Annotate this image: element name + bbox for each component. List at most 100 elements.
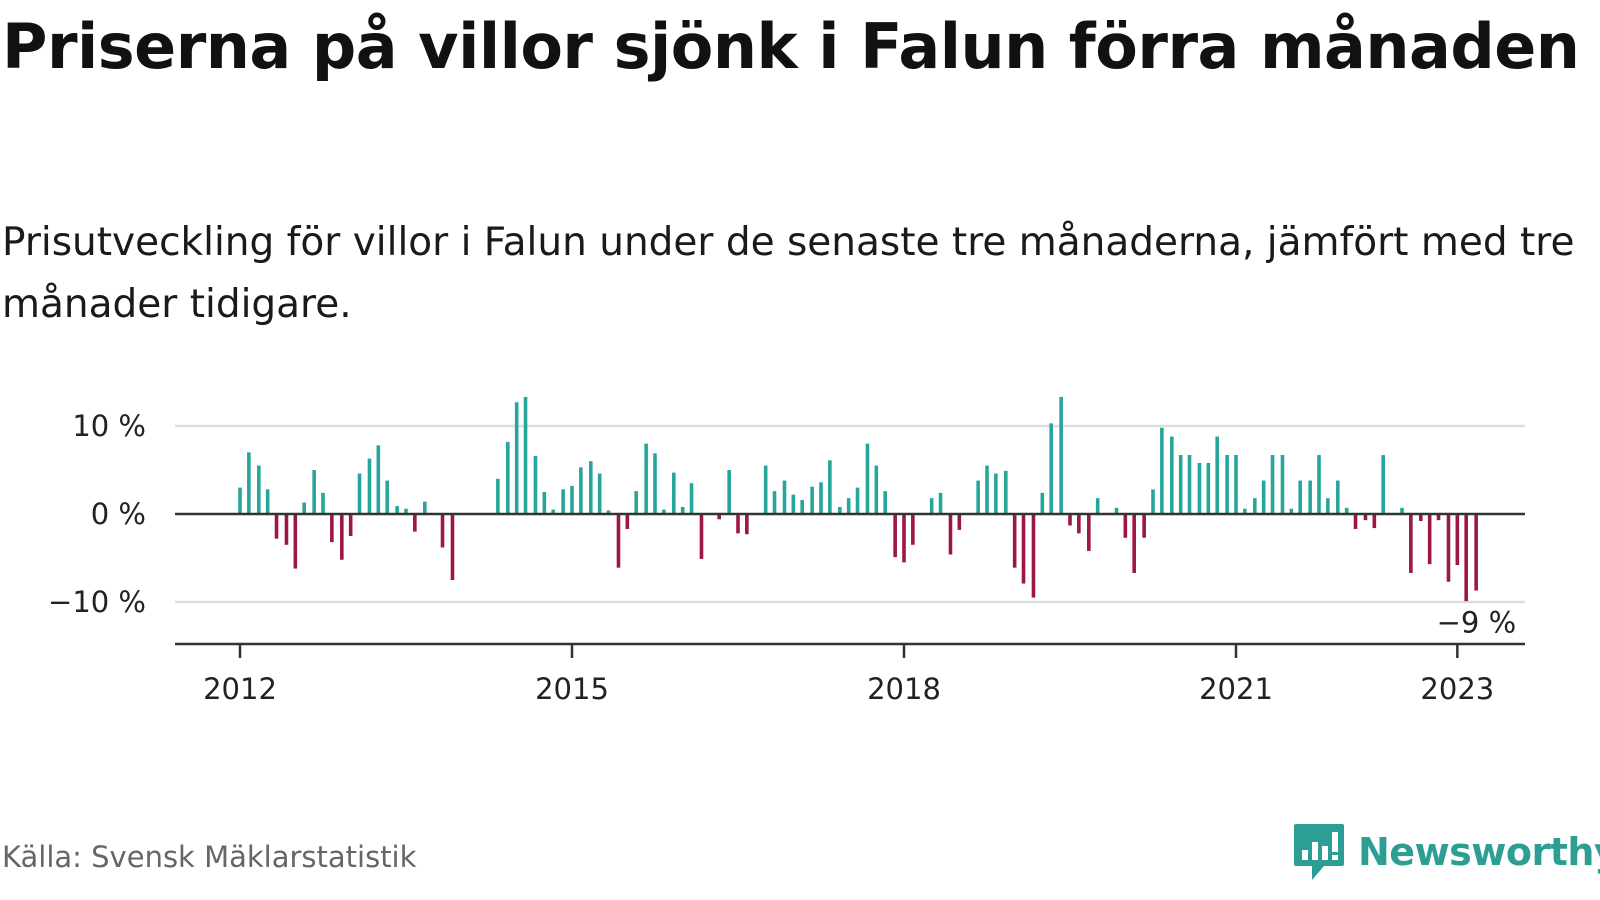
bar (1234, 455, 1238, 514)
bar (1409, 514, 1413, 573)
bar (994, 473, 998, 514)
bar (855, 487, 860, 514)
bar (1206, 462, 1211, 514)
bar (838, 506, 842, 514)
bar (976, 480, 980, 514)
bar (274, 514, 279, 539)
bar (1132, 514, 1136, 573)
bar (561, 489, 565, 514)
bar (302, 502, 306, 514)
bar (597, 473, 602, 514)
bar (247, 452, 251, 514)
bar (985, 465, 989, 514)
bar (1040, 492, 1045, 514)
bar (1317, 455, 1321, 514)
bar (689, 483, 694, 514)
bar (616, 514, 621, 568)
tick-labels: 10 % 0 % −10 % 2012 2015 2018 2021 2023 −9 % (48, 409, 1519, 706)
bar (367, 458, 372, 514)
bar (1344, 507, 1349, 514)
bar (810, 486, 814, 514)
bar (293, 514, 298, 569)
bar (1464, 514, 1468, 602)
bar (496, 478, 500, 514)
bar (1289, 508, 1294, 514)
bar (1021, 514, 1026, 584)
bar (265, 489, 270, 514)
bar (1381, 455, 1385, 514)
axes (175, 512, 1525, 658)
bar (911, 514, 915, 545)
bar (551, 509, 555, 514)
bar (957, 514, 962, 530)
bar (745, 514, 749, 535)
x-tick-label: 2021 (1199, 672, 1273, 706)
bar (772, 491, 777, 514)
bar (357, 473, 362, 514)
bar (800, 499, 804, 514)
bar (644, 443, 648, 514)
bar (1178, 455, 1183, 514)
bar-chart-icon (1294, 824, 1344, 880)
bar (1474, 514, 1478, 591)
bar (902, 514, 906, 563)
bar (579, 467, 583, 514)
bar (791, 494, 796, 514)
bar (948, 514, 953, 555)
bar (1455, 514, 1460, 566)
bar (542, 492, 547, 514)
bar (625, 514, 630, 529)
bar (1363, 514, 1368, 521)
bar (1114, 507, 1119, 514)
y-tick-label: 10 % (72, 409, 146, 443)
bar (376, 445, 381, 514)
bar (893, 514, 897, 558)
bar (533, 455, 538, 514)
bar (1004, 470, 1008, 514)
bar (1142, 514, 1146, 538)
x-tick-label: 2012 (203, 672, 277, 706)
y-tick-label: −10 % (48, 585, 146, 619)
bar (736, 514, 740, 534)
bar (1151, 489, 1155, 514)
bar (340, 514, 344, 560)
bar (680, 506, 685, 514)
x-tick-label: 2023 (1420, 672, 1494, 706)
bar (699, 514, 704, 559)
bar (846, 498, 851, 514)
chart-title: Priserna på villor sjönk i Falun förra m… (2, 10, 1580, 83)
bar (1012, 514, 1017, 568)
bar (1077, 514, 1081, 534)
bar (1353, 514, 1358, 529)
bar (938, 492, 943, 514)
bar (321, 492, 325, 514)
bar-chart: 10 % 0 % −10 % 2012 2015 2018 2021 2023 −9 % (48, 396, 1525, 706)
bar (385, 480, 389, 514)
bar (450, 514, 455, 580)
bar (606, 510, 611, 514)
grid-lines (175, 424, 1525, 604)
bar (413, 514, 417, 532)
bar (819, 482, 823, 514)
bar (523, 396, 528, 514)
bar (653, 453, 657, 514)
bar (1419, 514, 1423, 522)
bar (1243, 508, 1247, 514)
x-tick-label: 2015 (535, 672, 609, 706)
bar (440, 514, 445, 548)
bar (1160, 427, 1164, 514)
y-tick-label: 0 % (91, 497, 146, 531)
bar (634, 491, 638, 514)
bar (284, 514, 289, 545)
bar (1253, 498, 1257, 514)
bar (514, 402, 519, 514)
bar (782, 480, 787, 514)
bar (238, 487, 242, 514)
bar (1215, 436, 1219, 514)
bar (662, 509, 666, 514)
bar (883, 491, 887, 514)
bar (1326, 498, 1330, 514)
bar (570, 485, 574, 514)
bar (1427, 514, 1432, 565)
bar (865, 443, 870, 514)
